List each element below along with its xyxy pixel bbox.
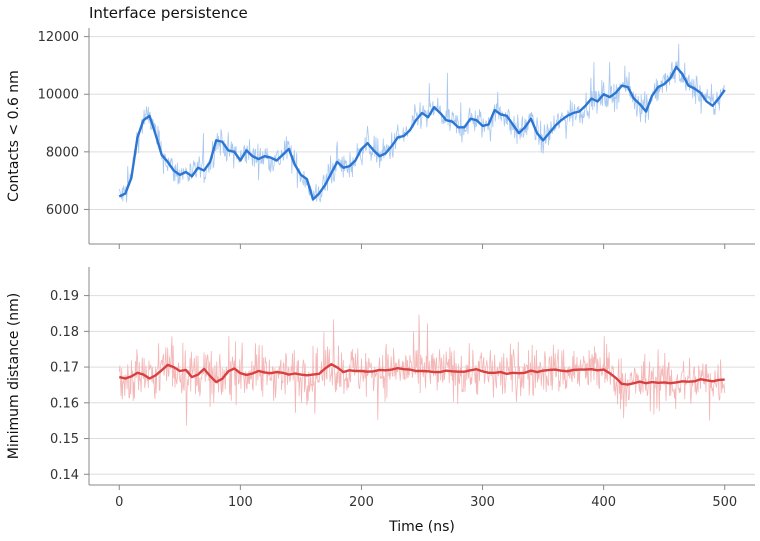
contacts-y-tick-label: 10000 [38, 88, 79, 103]
mindist-x-tick-label: 300 [470, 495, 495, 510]
contacts-y-tick-label: 6000 [46, 203, 79, 218]
mindist-x-tick-label: 100 [228, 495, 253, 510]
contacts-y-axis-label: Contacts < 0.6 nm [6, 70, 22, 202]
contacts-smoothed-line [118, 65, 726, 201]
min-distance-panel: 0.14 0.15 0.16 0.17 0.18 0.19 0 100 200 300 400 500… [6, 267, 755, 535]
contacts-chart-title: Interface persistence [89, 4, 248, 22]
mindist-x-tick-label: 200 [349, 495, 374, 510]
mindist-y-tick-label: 0.16 [50, 396, 79, 411]
contacts-y-tick-label: 8000 [46, 145, 79, 160]
mindist-x-tick-label: 0 [115, 495, 123, 510]
mindist-y-tick-label: 0.18 [50, 325, 79, 340]
mindist-x-tick-label: 500 [712, 495, 737, 510]
mindist-y-tick-label: 0.19 [50, 289, 79, 304]
mindist-y-tick-label: 0.14 [50, 468, 79, 483]
contacts-raw-trace [118, 43, 726, 203]
contacts-y-tick-label: 12000 [38, 30, 79, 45]
mindist-y-tick-label: 0.15 [50, 432, 79, 447]
contacts-panel: 6000 8000 10000 12000 Contacts < 0.6 nm Inter… [6, 4, 755, 249]
mindist-x-axis-label: Time (ns) [388, 519, 455, 535]
mindist-x-tick-label: 400 [591, 495, 616, 510]
mindist-raw-trace [118, 314, 726, 426]
mindist-smoothed-line [118, 363, 725, 386]
mindist-y-tick-label: 0.17 [50, 361, 79, 376]
mindist-y-axis-label: Minimum distance (nm) [6, 293, 22, 460]
